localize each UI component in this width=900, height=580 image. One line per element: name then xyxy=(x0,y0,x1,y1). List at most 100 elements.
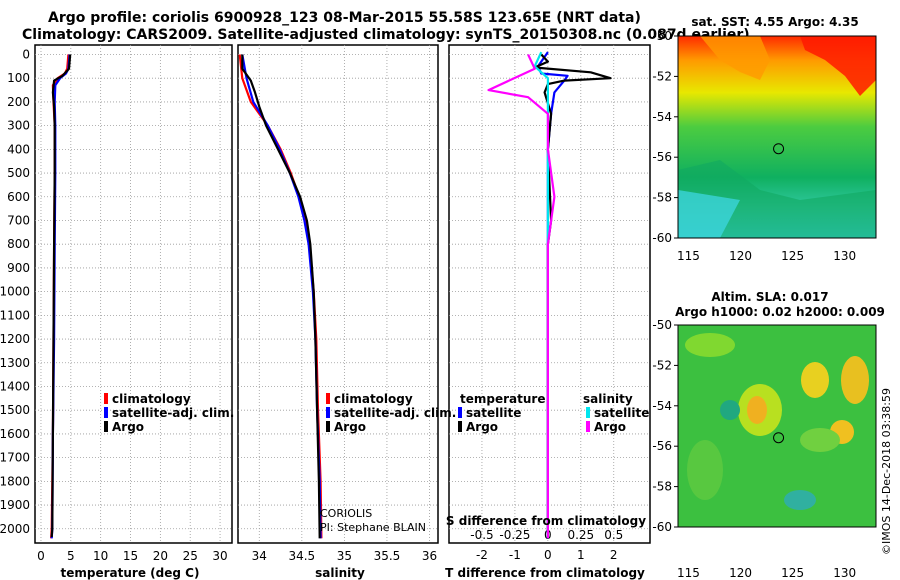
difference-legend: temperature salinity satellite Argo sate… xyxy=(458,392,649,434)
depth-tick-label: 1900 xyxy=(0,498,30,512)
legend-swatch-t-argo xyxy=(458,421,462,432)
x-tick-label-s: -0.5 xyxy=(470,528,493,542)
map-lon-tick: 115 xyxy=(677,249,700,263)
depth-tick-label: 400 xyxy=(7,142,30,156)
sla-map-frame xyxy=(677,324,877,528)
sla-map: Altim. SLA: 0.017 Argo h1000: 0.02 h2000… xyxy=(652,290,885,580)
depth-tick-label: 1400 xyxy=(0,379,30,393)
depth-tick-label: 1500 xyxy=(0,403,30,417)
depth-tick-label: 1800 xyxy=(0,474,30,488)
map-lon-tick: 125 xyxy=(781,249,804,263)
map-lon-tick: 130 xyxy=(833,249,856,263)
map-lat-tick: -58 xyxy=(652,191,672,205)
legend-title-salinity: salinity xyxy=(583,392,633,406)
x-tick-label: -2 xyxy=(476,548,488,562)
x-tick-label: 34 xyxy=(252,549,267,563)
legend-label-s-argo: Argo xyxy=(594,420,626,434)
depth-tick-label: 0 xyxy=(22,47,30,61)
x-tick-label: 5 xyxy=(67,549,75,563)
sla-map-subtitle: Argo h1000: 0.02 h2000: 0.009 xyxy=(675,305,885,319)
annotation-coriolis: CORIOLIS xyxy=(320,507,372,520)
annotation-pi: PI: Stephane BLAIN xyxy=(320,521,426,534)
series-line-argo xyxy=(241,54,321,539)
sla-blob xyxy=(841,356,869,404)
depth-tick-label: 1600 xyxy=(0,427,30,441)
x-tick-label-s: 0.5 xyxy=(604,528,623,542)
sla-blob xyxy=(800,428,840,452)
x-tick-label: 35.5 xyxy=(374,549,401,563)
sla-blob xyxy=(747,396,767,424)
sst-hot-patch xyxy=(800,36,876,96)
map-lat-tick: -54 xyxy=(652,110,672,124)
series-line-s-argo xyxy=(487,54,556,539)
legend-swatch-climatology xyxy=(326,393,330,404)
depth-tick-label: 700 xyxy=(7,213,30,227)
legend-swatch-climatology xyxy=(104,393,108,404)
x-tick-label: 20 xyxy=(153,549,168,563)
salinity-xlabel: salinity xyxy=(315,566,365,580)
series-line-t-argo xyxy=(533,53,612,539)
depth-tick-label: 1200 xyxy=(0,332,30,346)
legend-swatch-t-satellite xyxy=(458,407,462,418)
x-tick-label: 35 xyxy=(337,549,352,563)
map-lat-tick: -52 xyxy=(652,358,672,372)
depth-tick-label: 300 xyxy=(7,119,30,133)
depth-tick-label: 100 xyxy=(7,71,30,85)
x-tick-label: 34.5 xyxy=(288,549,315,563)
map-lon-tick: 120 xyxy=(729,249,752,263)
x-tick-label: 36 xyxy=(422,549,437,563)
sla-map-title: Altim. SLA: 0.017 xyxy=(711,290,828,304)
x-tick-label: -1 xyxy=(509,548,521,562)
legend-label-t-argo: Argo xyxy=(466,420,498,434)
legend-label-argo: Argo xyxy=(334,420,366,434)
sla-blob xyxy=(687,440,723,500)
difference-xlabel-s: S difference from climatology xyxy=(446,514,646,528)
series-line-climatology xyxy=(238,54,323,539)
x-tick-label-s: 0.25 xyxy=(567,528,594,542)
map-lat-tick: -52 xyxy=(652,69,672,83)
x-tick-label: 30 xyxy=(212,549,227,563)
sst-map: sat. SST: 4.55 Argo: 4.35 115 120 125 130 -5… xyxy=(652,15,877,263)
temperature-legend: climatology satellite-adj. clim. Argo xyxy=(104,392,234,434)
depth-tick-label: 200 xyxy=(7,95,30,109)
depth-tick-label: 900 xyxy=(7,261,30,275)
chart-title-line2: Climatology: CARS2009. Satellite-adjuste… xyxy=(22,27,750,43)
sla-blob xyxy=(685,333,735,357)
temperature-xlabel: temperature (deg C) xyxy=(61,566,200,580)
legend-label-argo: Argo xyxy=(112,420,144,434)
legend-label-satellite: satellite-adj. clim. xyxy=(334,406,456,420)
difference-xlabel: T difference from climatology xyxy=(445,566,645,580)
sst-warm-patch xyxy=(700,36,770,80)
map-lat-tick: -56 xyxy=(652,150,672,164)
legend-swatch-s-satellite xyxy=(586,407,590,418)
salinity-axes: 34 34.5 35 35.5 36 xyxy=(237,44,439,563)
legend-swatch-argo xyxy=(326,421,330,432)
sla-blob xyxy=(784,490,816,510)
map-lat-tick: -54 xyxy=(652,399,672,413)
depth-tick-label: 600 xyxy=(7,190,30,204)
depth-tick-label: 800 xyxy=(7,237,30,251)
legend-swatch-s-argo xyxy=(586,421,590,432)
x-tick-label: 10 xyxy=(93,549,108,563)
legend-swatch-satellite xyxy=(326,407,330,418)
sla-blob xyxy=(720,400,740,420)
x-tick-label-s: -0.25 xyxy=(499,528,530,542)
legend-label-s-satellite: satellite xyxy=(594,406,649,420)
x-tick-label: 0 xyxy=(37,549,45,563)
legend-label-satellite: satellite-adj. clim. xyxy=(112,406,234,420)
map-lat-tick: -50 xyxy=(652,29,672,43)
legend-title-temperature: temperature xyxy=(460,392,545,406)
legend-swatch-argo xyxy=(104,421,108,432)
depth-tick-label: 1100 xyxy=(0,308,30,322)
map-lat-tick: -58 xyxy=(652,480,672,494)
map-lat-tick: -60 xyxy=(652,231,672,245)
depth-tick-label: 1700 xyxy=(0,451,30,465)
depth-tick-label: 500 xyxy=(7,166,30,180)
depth-tick-label: 1300 xyxy=(0,356,30,370)
x-tick-label: 25 xyxy=(183,549,198,563)
sst-map-title: sat. SST: 4.55 Argo: 4.35 xyxy=(691,15,858,29)
depth-tick-label: 2000 xyxy=(0,522,30,536)
map-lon-tick: 125 xyxy=(781,566,804,580)
legend-swatch-satellite xyxy=(104,407,108,418)
